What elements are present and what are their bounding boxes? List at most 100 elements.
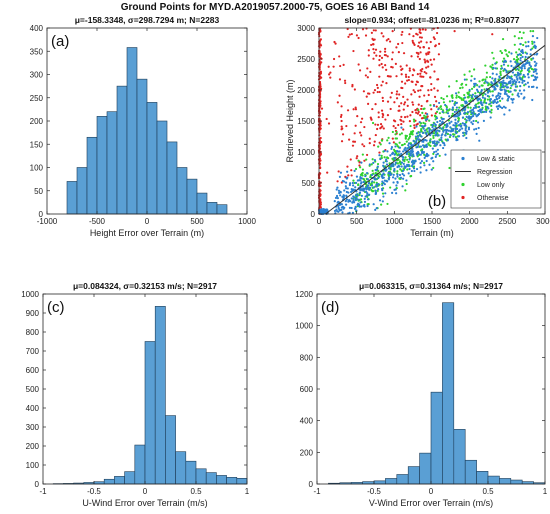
- point-low-static: [349, 200, 352, 203]
- point-low-static: [424, 124, 427, 127]
- point-low-static: [385, 160, 388, 163]
- point-low-only: [506, 55, 509, 58]
- point-otherwise: [342, 63, 345, 66]
- point-otherwise: [415, 51, 418, 54]
- point-low-static: [419, 153, 422, 156]
- point-low-static: [489, 102, 492, 105]
- point-otherwise: [397, 42, 400, 46]
- point-low-static: [374, 178, 377, 181]
- point-low-static: [463, 108, 467, 111]
- point-otherwise: [360, 117, 364, 120]
- y-tick-label: 250: [30, 94, 44, 103]
- point-low-static: [361, 189, 364, 192]
- legend-item-low-only-marker: [461, 182, 465, 187]
- point-low-only: [438, 138, 441, 141]
- point-low-static: [425, 132, 428, 135]
- point-low-static: [461, 116, 465, 119]
- point-low-static: [478, 85, 481, 88]
- point-low-static: [351, 201, 354, 204]
- point-low-static: [410, 164, 414, 168]
- point-low-static: [521, 55, 524, 58]
- point-low-static: [375, 169, 378, 172]
- point-low-static: [420, 160, 424, 163]
- point-low-static: [415, 152, 418, 155]
- point-low-static: [474, 113, 477, 116]
- point-low-only: [518, 48, 521, 51]
- point-low-static: [531, 98, 534, 102]
- point-low-only: [386, 202, 389, 206]
- point-low-static: [423, 164, 426, 167]
- point-low-static: [393, 157, 396, 160]
- point-low-only: [524, 41, 527, 44]
- point-otherwise: [384, 63, 387, 67]
- x-tick-label: -0.5: [87, 487, 101, 496]
- x-tick-label: -1: [39, 487, 47, 496]
- point-low-only: [404, 156, 407, 159]
- point-low-static: [435, 117, 439, 120]
- histogram-bar: [134, 444, 146, 485]
- point-low-static: [523, 67, 526, 70]
- point-low-static: [480, 108, 484, 111]
- point-low-static: [514, 85, 518, 88]
- point-low-static: [523, 79, 526, 83]
- legend-item-regression: Regression: [477, 169, 513, 176]
- point-low-only: [380, 139, 384, 142]
- point-otherwise: [336, 180, 339, 183]
- point-low-static: [405, 179, 408, 182]
- point-low-only: [425, 115, 428, 118]
- point-low-only: [463, 93, 466, 97]
- point-low-static: [339, 191, 342, 194]
- point-low-static: [495, 73, 498, 76]
- point-low-static: [370, 184, 374, 187]
- point-otherwise: [358, 161, 361, 164]
- point-low-static: [454, 101, 458, 105]
- point-low-static: [532, 70, 535, 74]
- point-low-only: [515, 51, 518, 54]
- point-low-only: [422, 161, 426, 164]
- point-low-only: [499, 84, 503, 87]
- point-low-static: [373, 158, 377, 162]
- point-low-static: [344, 203, 348, 206]
- point-otherwise: [356, 155, 359, 158]
- point-otherwise: [406, 79, 409, 82]
- point-low-static: [465, 136, 468, 140]
- point-low-static: [392, 181, 395, 184]
- point-otherwise: [435, 105, 438, 108]
- point-low-static: [451, 108, 454, 111]
- point-otherwise: [319, 44, 323, 47]
- point-low-static: [360, 205, 363, 208]
- point-low-static: [486, 81, 489, 84]
- point-otherwise: [392, 141, 395, 144]
- point-low-only: [377, 145, 380, 148]
- point-low-static: [516, 94, 519, 97]
- point-otherwise: [408, 120, 411, 123]
- point-low-static: [366, 184, 370, 187]
- point-low-only: [409, 132, 412, 135]
- point-otherwise: [344, 81, 347, 85]
- point-low-only: [486, 98, 490, 101]
- point-low-static: [529, 48, 532, 51]
- histogram-bar: [373, 480, 386, 485]
- point-low-static: [343, 189, 346, 192]
- point-low-only: [448, 135, 452, 139]
- point-low-static: [415, 125, 418, 128]
- point-low-static: [355, 193, 358, 196]
- point-low-static: [454, 92, 458, 95]
- point-low-static: [450, 120, 453, 123]
- point-low-only: [371, 169, 374, 172]
- y-tick-label: 0: [35, 480, 40, 489]
- point-low-static: [479, 108, 482, 111]
- point-low-static: [446, 138, 449, 141]
- point-low-static: [401, 155, 404, 158]
- histogram-bar: [154, 306, 166, 485]
- point-low-static: [434, 155, 437, 158]
- x-tick-label: -0.5: [367, 487, 381, 496]
- point-otherwise: [340, 119, 343, 123]
- point-low-only: [508, 51, 511, 54]
- point-low-only: [412, 118, 416, 121]
- point-low-only: [489, 75, 492, 79]
- point-otherwise: [319, 93, 322, 96]
- point-low-only: [474, 92, 477, 95]
- point-low-static: [403, 165, 406, 168]
- histogram-bar: [419, 452, 432, 485]
